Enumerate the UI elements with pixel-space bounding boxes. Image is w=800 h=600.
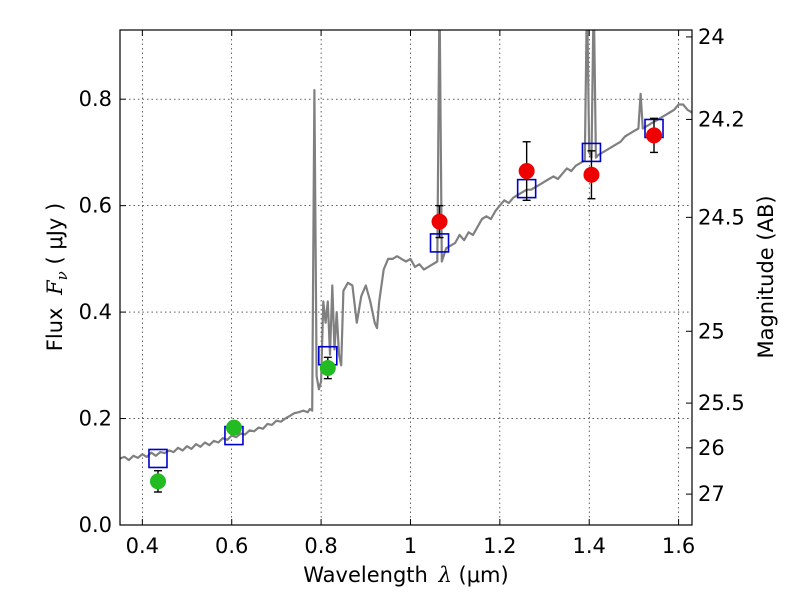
y-tick-label: 0.4 xyxy=(79,300,112,324)
right-tick-label: 26 xyxy=(698,436,725,460)
y-axis-label: Flux Fν ( μJy ) xyxy=(43,203,71,351)
y-tick-label: 0.2 xyxy=(79,407,112,431)
right-tick-label: 24 xyxy=(698,25,725,49)
x-tick-label: 0.4 xyxy=(126,534,159,558)
right-tick-label: 27 xyxy=(698,482,725,506)
observed-flux-point xyxy=(646,127,663,144)
spectrum-line xyxy=(120,30,692,462)
right-tick-label: 25.5 xyxy=(698,391,745,415)
y-tick-label: 0.8 xyxy=(79,87,112,111)
observed-flux-point xyxy=(583,166,600,183)
data-layer xyxy=(120,30,692,493)
right-tick-label: 24.2 xyxy=(698,107,745,131)
grid xyxy=(120,30,692,526)
x-tick-label: 1 xyxy=(404,534,417,558)
ticks: 0.4 0.6 0.8 1 1.2 1.4 1.6 0.0 0.2 0.4 0.6 0.8 24 24.2… xyxy=(79,25,745,558)
plot-frame xyxy=(119,29,693,526)
x-tick-label: 0.6 xyxy=(215,534,248,558)
y-tick-label: 0.6 xyxy=(79,194,112,218)
model-photometry-square xyxy=(148,448,168,469)
observed-flux-point xyxy=(319,359,336,376)
observed-flux-point xyxy=(431,213,448,230)
y-axis-label-right: Magnitude (AB) xyxy=(754,195,778,358)
x-tick-label: 0.8 xyxy=(304,534,337,558)
x-axis-label: Wavelength λ (μm) xyxy=(303,563,508,587)
observed-flux-point xyxy=(149,473,166,490)
x-tick-label: 1.6 xyxy=(662,534,695,558)
right-tick-label: 25 xyxy=(698,319,725,343)
observed-flux-point xyxy=(225,419,242,436)
x-tick-label: 1.2 xyxy=(483,534,516,558)
right-tick-label: 24.5 xyxy=(698,205,745,229)
x-tick-label: 1.4 xyxy=(573,534,606,558)
observed-flux-point xyxy=(518,163,535,180)
y-tick-label: 0.0 xyxy=(79,513,112,537)
